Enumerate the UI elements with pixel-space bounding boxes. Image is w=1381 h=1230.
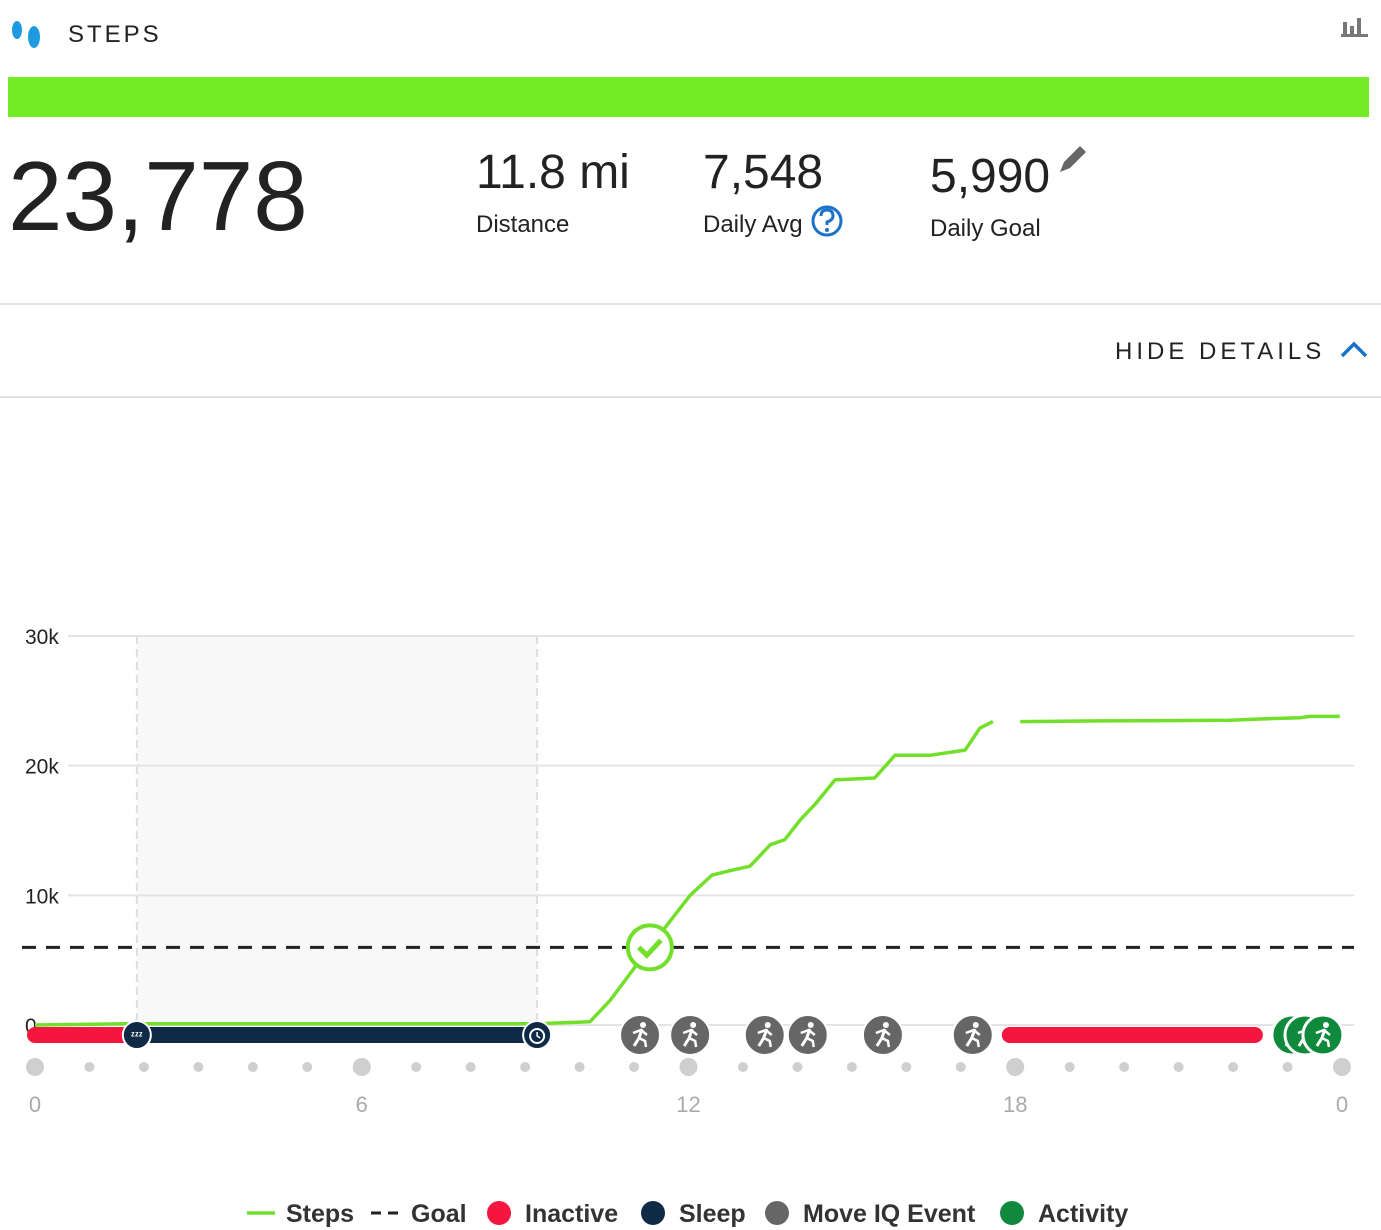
x-minor-tick [84,1062,95,1072]
goal-reached-circle [625,923,674,972]
x-tick [679,1058,698,1076]
x-minor-tick [901,1062,912,1072]
person-limbs [1315,1028,1331,1036]
x-tick [352,1058,371,1076]
x-minor-tick [193,1062,204,1072]
person-head [690,1022,697,1028]
edit-goal-icon[interactable] [1060,146,1086,172]
hide-details-toggle[interactable]: HIDE DETAILS [1115,338,1368,365]
person-head [972,1022,979,1028]
x-minor-tick [629,1062,640,1072]
alarm-glyph [529,1028,546,1044]
x-minor-tick [1173,1062,1184,1072]
person-leg [638,1036,648,1048]
goal-reached-marker [625,923,674,972]
feet-icon [12,21,40,48]
move-iq-event [669,1014,712,1056]
person-head [1322,1022,1329,1028]
x-minor-tick [737,1062,748,1072]
x-minor-tick [302,1062,313,1072]
move-iq-event [786,1014,829,1056]
legend-label: Goal [411,1200,467,1228]
sleep-start-icon [121,1020,152,1050]
x-tick [26,1058,44,1076]
x-minor-tick [955,1062,966,1072]
move-iq-event [951,1014,994,1056]
caret-icon [1340,341,1368,358]
person-limbs [965,1028,981,1036]
widget-title: STEPS [68,21,162,48]
x-tick [1333,1058,1351,1076]
y-tick-label: 0 [25,1015,37,1038]
person-leg [763,1036,772,1048]
x-minor-tick [247,1062,258,1072]
person-limbs [682,1028,698,1036]
person-limbs [757,1028,773,1036]
legend-swatch [765,1201,789,1225]
x-minor-tick [138,1062,149,1072]
legend-label: Activity [1038,1200,1128,1228]
person-limbs [875,1028,891,1036]
y-tick-label: 30k [25,626,59,649]
person-head [882,1022,889,1028]
legend-swatch [487,1201,511,1225]
legend: Steps Goal Inactive Sleep Move IQ Event Activ… [247,1200,1128,1228]
x-minor-tick [1228,1062,1239,1072]
activity-event [1301,1013,1345,1057]
person-leg [971,1036,981,1048]
x-minor-tick [1064,1062,1075,1072]
stat-label: Daily Avg [703,211,803,238]
move-iq-event [619,1014,662,1056]
alarm-hands [536,1032,541,1039]
legend-swatch [1000,1201,1024,1225]
y-tick-label: 20k [25,756,59,779]
help-icon[interactable] [811,205,843,237]
x-tick-label: 0 [29,1092,41,1117]
legend-label: Sleep [679,1200,746,1228]
stat-label: Daily Goal [930,215,1041,242]
x-minor-tick [1119,1062,1130,1072]
sleep-window [136,636,538,1025]
stat-value: 5,990 [930,150,1050,203]
x-minor-tick [1282,1062,1293,1072]
x-minor-tick [792,1062,803,1072]
person-leg [1321,1036,1331,1048]
x-minor-tick [465,1062,476,1072]
steps-line [34,714,1340,1027]
person-leg [881,1036,891,1048]
legend-label: Steps [286,1200,354,1228]
person-leg [806,1036,815,1048]
check-icon [637,938,663,959]
person-limbs [800,1028,816,1036]
stat-label: Distance [476,211,569,238]
x-minor-tick [846,1062,857,1072]
toggle-label: HIDE DETAILS [1115,338,1325,365]
goal-progress-bar [8,77,1369,117]
person-limbs [632,1028,648,1036]
y-tick-label: 10k [25,885,59,908]
x-tick-label: 0 [1336,1092,1348,1117]
total-steps: 23,778 [8,141,308,251]
x-minor-tick [574,1062,585,1072]
person-leg [688,1036,698,1048]
legend-label: Inactive [525,1200,618,1228]
chart-view-button[interactable] [1341,18,1368,37]
x-tick [1006,1058,1025,1076]
x-tick-label: 6 [356,1092,368,1117]
x-tick-label: 12 [676,1092,700,1117]
person-head [640,1022,647,1028]
x-minor-tick [411,1062,422,1072]
x-tick-label: 18 [1003,1092,1027,1117]
stat-value: 7,548 [703,146,823,199]
x-minor-tick [520,1062,531,1072]
legend-label: Move IQ Event [803,1200,976,1228]
person-head [764,1022,771,1028]
move-iq-event [861,1014,904,1056]
stat-value: 11.8 mi [476,146,630,199]
legend-swatch [641,1201,665,1225]
person-head [807,1022,814,1028]
move-iq-event [743,1014,786,1056]
zzz-glyph: ᶻᶻᶻ [131,1030,143,1042]
